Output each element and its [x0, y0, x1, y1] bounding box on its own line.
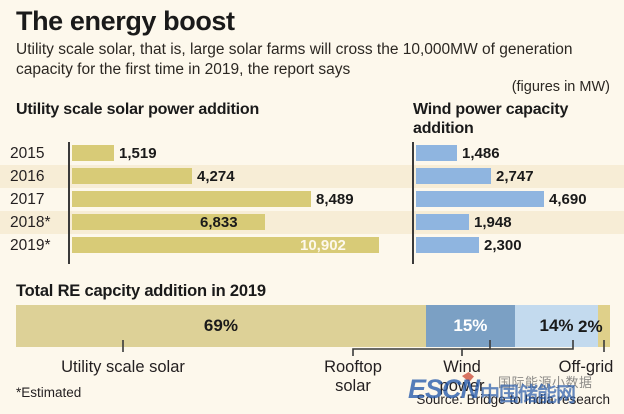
year-label-2017: 2017 — [10, 191, 45, 208]
standfirst-text: Utility scale solar, that is, large sola… — [16, 41, 573, 78]
solar-value-2017: 8,489 — [316, 191, 354, 208]
wind-axis-line — [412, 142, 414, 264]
stack-pct-off-grid: 2% — [578, 317, 603, 336]
solar-value-2018: 6,833 — [200, 214, 238, 231]
wind-value-2016: 2,747 — [496, 168, 534, 185]
stack-segment-utility-scale-solar: 69% — [16, 305, 426, 347]
page-title: The energy boost — [16, 6, 235, 36]
solar-axis-line — [68, 142, 70, 264]
year-label-2015: 2015 — [10, 145, 45, 162]
wind-value-2017: 4,690 — [549, 191, 587, 208]
wind-value-2018: 1,948 — [474, 214, 512, 231]
year-label-2018: 2018* — [10, 214, 51, 231]
estimated-footnote: *Estimated — [16, 385, 82, 400]
wind-bar-2017 — [416, 191, 544, 207]
solar-bar-2019 — [72, 237, 379, 253]
caption-off-grid: Off-grid — [558, 358, 614, 376]
solar-bar-2017 — [72, 191, 311, 207]
source-credit: Source: Bridge to India research — [416, 392, 610, 407]
wind-panel-title: Wind power capacity addition — [413, 101, 569, 137]
solar-value-2015: 1,519 — [119, 145, 157, 162]
watermark-brand: ESCN — [408, 374, 480, 404]
stacked-chart-title: Total RE capcity addition in 2019 — [16, 282, 266, 300]
wind-bar-2015 — [416, 145, 457, 161]
watermark-cn-subtitle: 国际能源小数据 — [498, 375, 593, 390]
solar-bar-2015 — [72, 145, 114, 161]
solar-value-2016: 4,274 — [197, 168, 235, 185]
solar-value-2019: 10,902 — [300, 237, 346, 254]
wind-bar-2018 — [416, 214, 469, 230]
wind-value-2019: 2,300 — [484, 237, 522, 254]
year-label-2019: 2019* — [10, 237, 51, 254]
watermark-mark-icon — [462, 372, 474, 382]
stack-pct-utility-scale-solar: 69% — [203, 316, 238, 335]
stack-segment-off-grid — [598, 305, 610, 347]
watermark-cn-title: 中国储能网 — [480, 384, 576, 406]
wind-bar-2019 — [416, 237, 479, 253]
caption-utility-scale-solar: Utility scale solar — [61, 358, 185, 376]
solar-bar-2018 — [72, 214, 265, 230]
stacked-bar: 69% 15% 14% — [16, 305, 610, 347]
caption-wind-power: Wind power — [439, 358, 485, 395]
caption-rooftop-solar: Rooftop solar — [324, 358, 382, 395]
year-label-2016: 2016 — [10, 168, 45, 185]
wind-bar-2016 — [416, 168, 491, 184]
stack-pct-rooftop-solar: 15% — [453, 316, 488, 335]
wind-value-2015: 1,486 — [462, 145, 500, 162]
units-note: (figures in MW) — [511, 79, 610, 95]
stack-pct-wind-power: 14% — [539, 316, 574, 335]
solar-panel-title: Utility scale solar power addition — [16, 101, 260, 118]
solar-bar-2016 — [72, 168, 192, 184]
stack-segment-rooftop-solar: 15% — [425, 305, 515, 347]
